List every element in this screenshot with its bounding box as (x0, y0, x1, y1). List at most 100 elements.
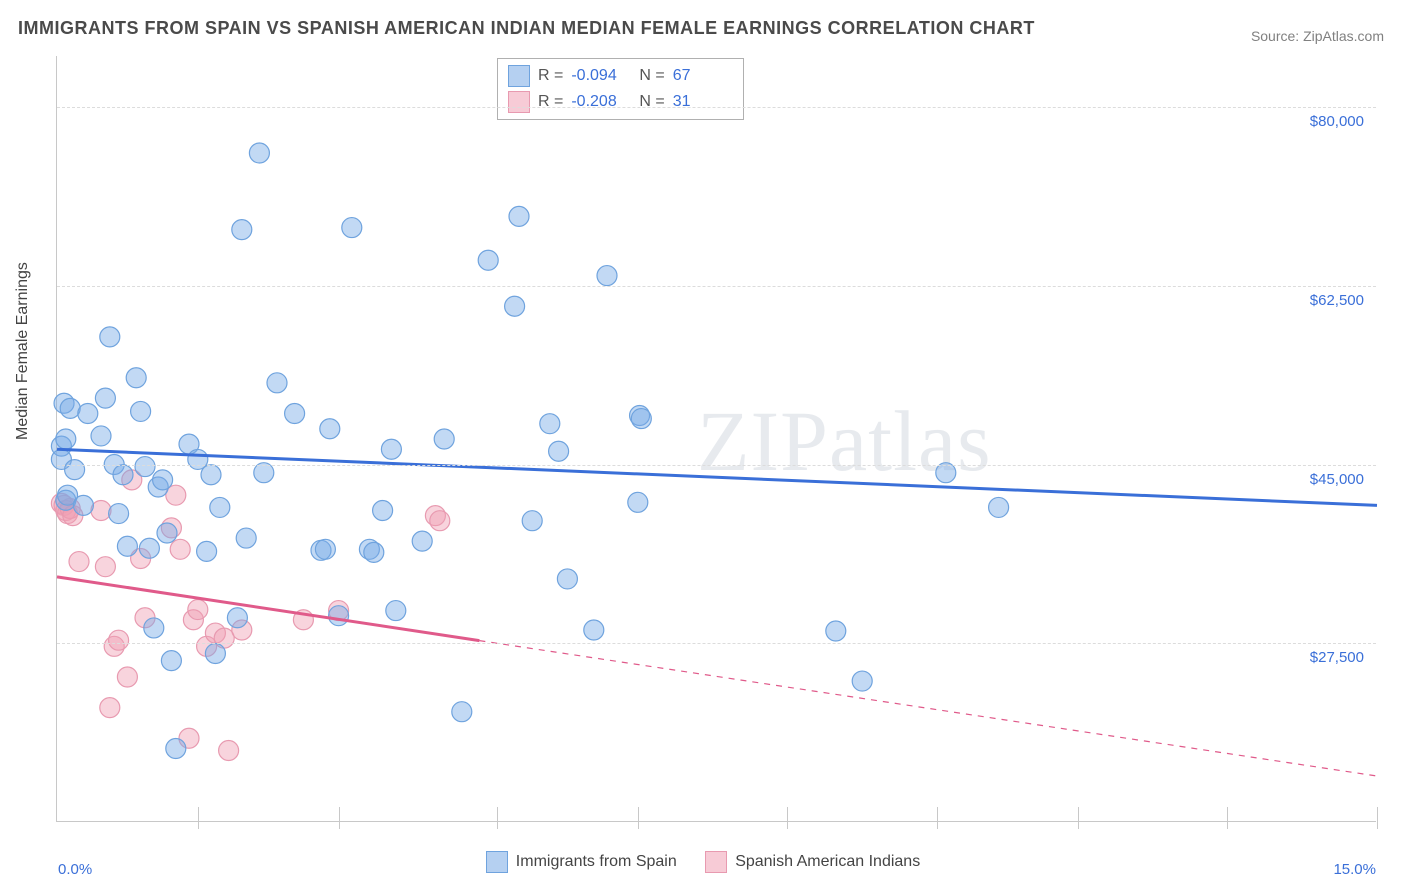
swatch-pink (508, 91, 530, 113)
stats-r-pink: -0.208 (571, 89, 631, 115)
x-tick-line (198, 807, 199, 821)
x-tick-line (1227, 807, 1228, 821)
x-tick-line (497, 807, 498, 821)
scatter-point-blue (78, 403, 98, 423)
scatter-point-pink (109, 630, 129, 650)
scatter-point-blue (989, 497, 1009, 517)
x-tick-line (339, 807, 340, 821)
scatter-point-pink (219, 741, 239, 761)
x-tick-line (1078, 807, 1079, 821)
chart-title: IMMIGRANTS FROM SPAIN VS SPANISH AMERICA… (18, 18, 1035, 39)
legend-swatch-blue (486, 851, 508, 873)
stats-r-label: R = (538, 89, 563, 115)
x-tick-line (787, 807, 788, 821)
legend-item-blue: Immigrants from Spain (486, 851, 677, 873)
scatter-point-blue (249, 143, 269, 163)
legend-label-blue: Immigrants from Spain (516, 853, 677, 871)
stats-n-label: N = (639, 63, 664, 89)
scatter-point-blue (95, 388, 115, 408)
stats-n-pink: 31 (673, 89, 733, 115)
stats-r-blue: -0.094 (571, 63, 631, 89)
gridline-horizontal (57, 643, 1376, 644)
x-axis-max-label: 15.0% (1333, 861, 1376, 878)
x-tick (937, 821, 938, 829)
scatter-point-pink (170, 539, 190, 559)
scatter-point-blue (91, 426, 111, 446)
scatter-point-blue (540, 414, 560, 434)
stats-row-pink: R = -0.208 N = 31 (508, 89, 733, 115)
scatter-point-pink (117, 667, 137, 687)
legend-swatch-pink (705, 851, 727, 873)
scatter-point-pink (69, 552, 89, 572)
x-tick (787, 821, 788, 829)
plot-area: ZIPatlas R = -0.094 N = 67 R = -0.208 N … (56, 56, 1376, 822)
x-tick-line (638, 807, 639, 821)
scatter-point-blue (852, 671, 872, 691)
scatter-point-blue (65, 460, 85, 480)
scatter-point-blue (315, 539, 335, 559)
x-tick (1227, 821, 1228, 829)
x-axis-min-label: 0.0% (58, 861, 92, 878)
chart-svg (57, 56, 1376, 821)
x-tick-line (937, 807, 938, 821)
scatter-point-pink (430, 511, 450, 531)
scatter-point-blue (381, 439, 401, 459)
scatter-point-blue (434, 429, 454, 449)
scatter-point-blue (135, 457, 155, 477)
scatter-point-blue (126, 368, 146, 388)
scatter-point-blue (285, 403, 305, 423)
scatter-point-blue (153, 470, 173, 490)
scatter-point-blue (522, 511, 542, 531)
scatter-point-blue (386, 601, 406, 621)
y-axis-title: Median Female Earnings (14, 262, 32, 440)
scatter-point-blue (236, 528, 256, 548)
scatter-point-blue (373, 500, 393, 520)
stats-row-blue: R = -0.094 N = 67 (508, 63, 733, 89)
scatter-point-blue (60, 398, 80, 418)
scatter-point-blue (201, 465, 221, 485)
scatter-point-blue (117, 536, 137, 556)
scatter-point-blue (329, 606, 349, 626)
scatter-point-blue (166, 738, 186, 758)
regression-line-dashed (479, 641, 1377, 776)
scatter-point-blue (342, 218, 362, 238)
stats-n-label: N = (639, 89, 664, 115)
scatter-point-blue (113, 465, 133, 485)
x-tick (497, 821, 498, 829)
scatter-point-blue (584, 620, 604, 640)
gridline-horizontal (57, 465, 1376, 466)
scatter-point-blue (826, 621, 846, 641)
scatter-point-blue (412, 531, 432, 551)
scatter-point-blue (631, 409, 651, 429)
scatter-point-blue (197, 541, 217, 561)
scatter-point-blue (549, 441, 569, 461)
scatter-point-blue (100, 327, 120, 347)
scatter-point-blue (210, 497, 230, 517)
scatter-point-blue (267, 373, 287, 393)
y-tick-label: $27,500 (1284, 649, 1364, 666)
scatter-point-blue (131, 401, 151, 421)
stats-n-blue: 67 (673, 63, 733, 89)
scatter-point-pink (100, 698, 120, 718)
legend-label-pink: Spanish American Indians (735, 853, 920, 871)
x-tick-line (1377, 807, 1378, 821)
y-tick-label: $62,500 (1284, 292, 1364, 309)
bottom-legend: 0.0% Immigrants from Spain Spanish Ameri… (0, 851, 1406, 878)
x-tick (339, 821, 340, 829)
scatter-point-blue (227, 608, 247, 628)
scatter-point-blue (139, 538, 159, 558)
scatter-point-blue (364, 542, 384, 562)
gridline-horizontal (57, 107, 1376, 108)
scatter-point-pink (95, 557, 115, 577)
scatter-point-blue (597, 266, 617, 286)
scatter-point-blue (509, 206, 529, 226)
scatter-point-blue (205, 643, 225, 663)
scatter-point-blue (452, 702, 472, 722)
y-tick-label: $45,000 (1284, 471, 1364, 488)
scatter-point-blue (478, 250, 498, 270)
scatter-point-blue (73, 495, 93, 515)
scatter-point-blue (144, 618, 164, 638)
y-tick-label: $80,000 (1284, 113, 1364, 130)
stats-legend-box: R = -0.094 N = 67 R = -0.208 N = 31 (497, 58, 744, 120)
swatch-blue (508, 65, 530, 87)
